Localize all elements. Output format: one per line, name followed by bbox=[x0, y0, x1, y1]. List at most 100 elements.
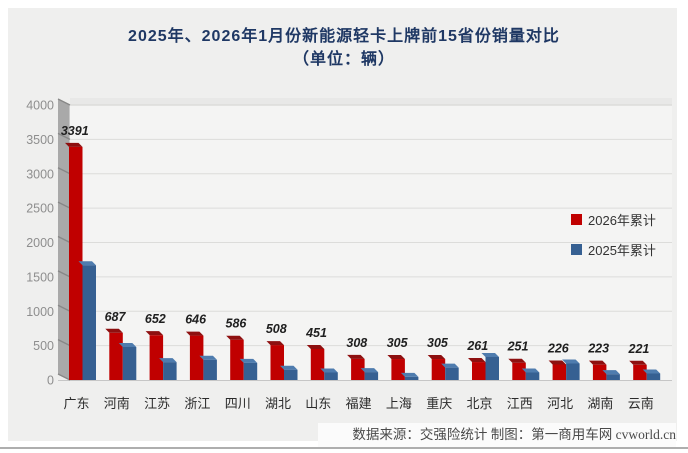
bar-2025-front bbox=[646, 373, 661, 380]
bar-2025-front bbox=[284, 369, 298, 380]
bar-2026-front bbox=[270, 345, 284, 380]
bar-value-label: 221 bbox=[628, 342, 650, 356]
x-axis-label: 北京 bbox=[466, 396, 492, 411]
x-axis-label: 山东 bbox=[305, 396, 331, 411]
y-axis-label: 0 bbox=[47, 374, 54, 388]
bar-2026-top bbox=[185, 331, 204, 336]
bar-2025-front bbox=[445, 367, 459, 380]
x-axis-label: 上海 bbox=[386, 396, 412, 411]
bar-2026-top bbox=[427, 355, 446, 360]
x-axis-label: 河北 bbox=[547, 396, 573, 411]
bar-2026-top bbox=[588, 360, 607, 365]
bar-2026-top bbox=[266, 341, 284, 346]
bar-value-label: 261 bbox=[466, 339, 488, 353]
bar-2026-front bbox=[633, 364, 647, 380]
bar-2025-top bbox=[320, 368, 338, 373]
x-axis-label: 湖南 bbox=[587, 396, 613, 411]
bar-2026-top bbox=[629, 360, 647, 365]
wall-tick bbox=[57, 373, 71, 381]
bar-2026-front bbox=[109, 332, 123, 380]
bar-value-label: 251 bbox=[507, 340, 529, 354]
bar-2025-top bbox=[239, 358, 258, 363]
bar-value-label: 646 bbox=[185, 313, 207, 327]
bar-2026-top bbox=[226, 335, 244, 340]
plot-top-band bbox=[70, 98, 672, 105]
bar-2025-front bbox=[566, 363, 580, 380]
bar-2026-front bbox=[149, 335, 164, 380]
bar-value-label: 451 bbox=[305, 326, 327, 340]
x-axis-label: 江西 bbox=[507, 396, 533, 411]
bar-value-label: 305 bbox=[427, 336, 449, 350]
wall-tick bbox=[57, 235, 71, 244]
bar-2025-top bbox=[159, 358, 177, 363]
bar-2026-front bbox=[351, 358, 365, 380]
bottom-border bbox=[0, 447, 688, 449]
bar-2026-top bbox=[105, 328, 123, 333]
bar-2026-front bbox=[431, 359, 446, 380]
bar-2026-top bbox=[468, 358, 486, 363]
y-axis-label: 1500 bbox=[26, 270, 54, 284]
wall-tick bbox=[57, 98, 71, 106]
x-axis-label: 浙江 bbox=[184, 396, 210, 411]
bar-2025-top bbox=[481, 352, 499, 357]
bar-2025-top bbox=[441, 363, 459, 368]
bar-value-label: 223 bbox=[587, 342, 609, 356]
bar-2025-front bbox=[203, 359, 217, 380]
legend-swatch-blue-icon bbox=[571, 244, 582, 255]
bar-2026-front bbox=[230, 339, 244, 380]
bar-value-label: 226 bbox=[547, 341, 570, 355]
bar-value-label: 308 bbox=[346, 336, 367, 350]
bar-value-label: 508 bbox=[266, 322, 287, 336]
bar-value-label: 687 bbox=[105, 310, 127, 324]
x-axis-label: 河南 bbox=[104, 396, 130, 411]
bar-2025-front bbox=[485, 356, 499, 380]
bar-value-label: 652 bbox=[145, 312, 166, 326]
wall-tick bbox=[57, 270, 71, 278]
bar-2025-front bbox=[324, 372, 338, 380]
bar-2025-front bbox=[163, 362, 177, 380]
bar-2025-top bbox=[199, 355, 217, 360]
bar-2026-front bbox=[592, 364, 607, 380]
legend-label-2026: 2026年累计 bbox=[588, 213, 656, 228]
bar-2026-top bbox=[65, 142, 83, 147]
chart-title: 2025年、2026年1月份新能源轻卡上牌前15省份销量对比 （单位：辆） bbox=[0, 25, 688, 71]
bar-2025-front bbox=[606, 374, 620, 380]
legend-item-2026: 2026年累计 bbox=[571, 210, 656, 229]
x-axis-label: 四川 bbox=[225, 396, 251, 411]
bar-value-label: 586 bbox=[226, 317, 248, 331]
bar-2026-front bbox=[310, 348, 325, 380]
wall-tick bbox=[57, 304, 71, 312]
data-source-note: 数据来源：交强险统计 制图：第一商用车网 cvworld.cn bbox=[318, 423, 676, 447]
bar-2025-front bbox=[243, 362, 258, 380]
bar-2026-top bbox=[387, 355, 405, 360]
bar-2025-front bbox=[364, 372, 379, 380]
bar-2025-front bbox=[404, 376, 419, 380]
legend-swatch-red-icon bbox=[571, 214, 582, 225]
legend-item-2025: 2025年累计 bbox=[571, 240, 656, 259]
y-axis-label: 3000 bbox=[26, 167, 54, 181]
x-axis-label: 重庆 bbox=[426, 396, 452, 411]
bar-2025-top bbox=[78, 261, 96, 266]
wall-tick bbox=[57, 339, 71, 347]
bar-2025-top bbox=[280, 365, 298, 370]
bar-2026-front bbox=[472, 362, 486, 380]
bar-2025-top bbox=[118, 343, 137, 347]
bar-2025-front bbox=[82, 265, 96, 380]
x-axis-label: 江苏 bbox=[144, 396, 170, 411]
bar-2025-top bbox=[562, 359, 580, 364]
y-axis-label: 3500 bbox=[26, 133, 54, 147]
bar-2026-top bbox=[145, 331, 164, 336]
bar-2025-top bbox=[521, 368, 540, 373]
wall-tick bbox=[57, 167, 71, 175]
bar-2026-front bbox=[512, 362, 526, 380]
x-axis-label: 福建 bbox=[346, 396, 372, 411]
y-axis-label: 4000 bbox=[26, 99, 54, 113]
y-axis-label: 2000 bbox=[26, 236, 54, 250]
bar-2026-front bbox=[189, 335, 204, 380]
bar-2025-top bbox=[360, 368, 379, 373]
bar-2026-top bbox=[548, 360, 567, 365]
x-axis-label: 湖北 bbox=[265, 396, 291, 411]
legend-label-2025: 2025年累计 bbox=[588, 243, 656, 258]
bar-2025-front bbox=[525, 372, 540, 380]
